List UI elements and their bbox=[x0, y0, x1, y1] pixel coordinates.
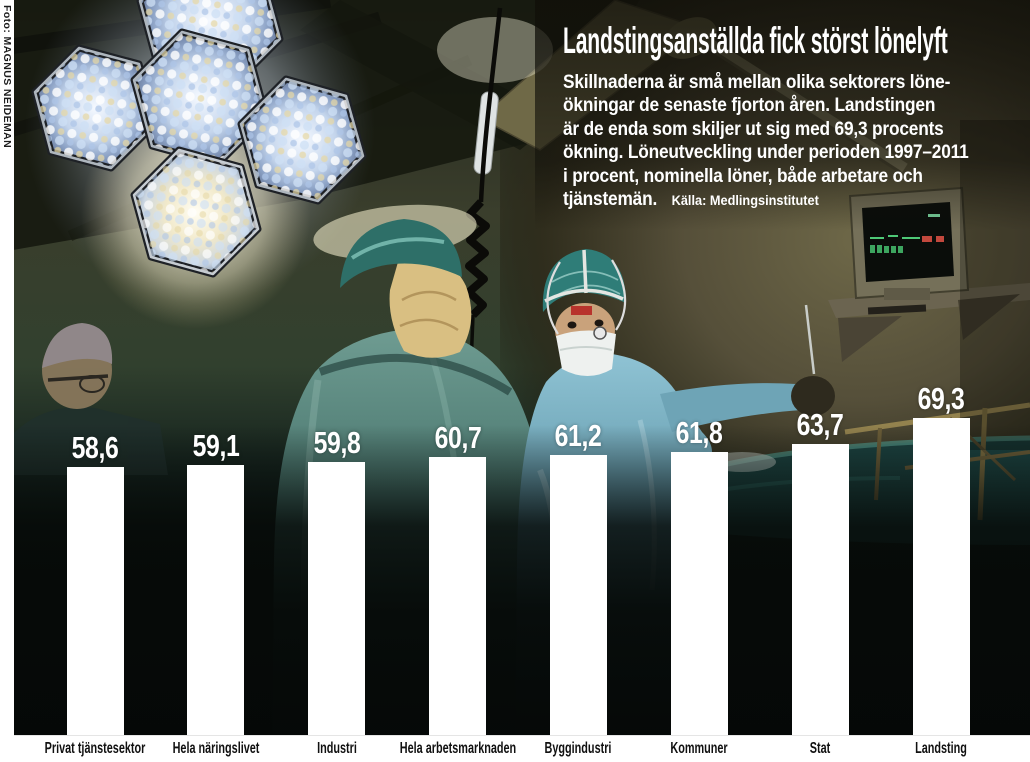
category-label: Privat tjänstesektor bbox=[44, 740, 146, 757]
category-label: Hela arbetsmarknaden bbox=[399, 740, 516, 757]
category-label: Stat bbox=[809, 740, 831, 757]
category-label: Hela näringslivet bbox=[172, 740, 260, 757]
gloved-hand bbox=[791, 376, 835, 416]
surgical-instrument bbox=[804, 304, 816, 375]
headline: Landstingsanställda fick störst lönelyft bbox=[563, 20, 948, 61]
photo-credit-strip: Foto: MAGNUS NEIDEMAN bbox=[0, 0, 14, 762]
category-label: Industri bbox=[316, 740, 357, 757]
header-block: Landstingsanställda fick störst lönelyft… bbox=[563, 20, 1030, 213]
hex-lamp-bottom bbox=[130, 146, 262, 278]
category-axis-strip: Privat tjänstesektor Hela näringslivet Ind… bbox=[0, 735, 1030, 762]
photo-credit: Foto: MAGNUS NEIDEMAN bbox=[1, 5, 13, 149]
right-vignette bbox=[960, 120, 1030, 450]
hex-lamp-right bbox=[237, 75, 367, 205]
headline-backdrop bbox=[535, 0, 1030, 230]
category-label: Byggindustri bbox=[544, 740, 612, 757]
category-label: Kommuner bbox=[670, 740, 728, 757]
hex-lamp-left bbox=[31, 44, 159, 172]
category-label: Landsting bbox=[915, 740, 967, 757]
description: Skillnaderna är små mellan olika sektore… bbox=[563, 71, 988, 213]
source-credit: Källa: Medlingsinstitutet bbox=[671, 192, 819, 209]
description-text: Skillnaderna är små mellan olika sektore… bbox=[563, 71, 969, 211]
bottom-shadow bbox=[13, 425, 1030, 762]
